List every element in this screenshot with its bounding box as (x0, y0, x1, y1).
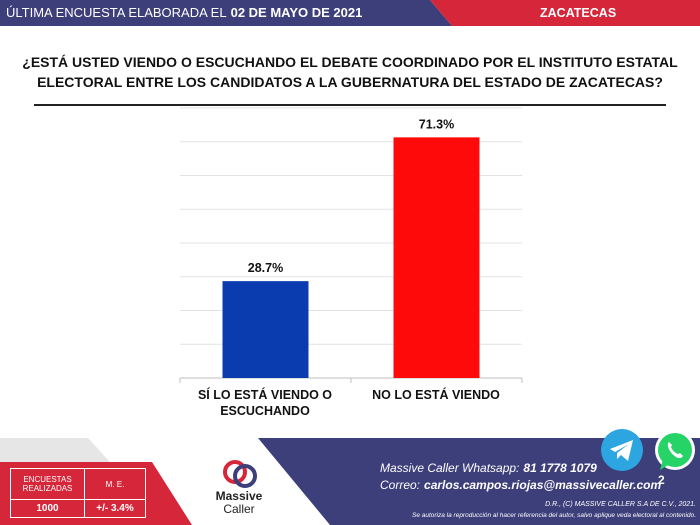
survey-stats-table: ENCUESTAS REALIZADAS M. E. 1000 +/- 3.4% (10, 468, 146, 518)
whatsapp-contact: Massive Caller Whatsapp: 81 1778 1079 (380, 461, 597, 475)
bar-si (222, 281, 309, 378)
bar-no (393, 137, 480, 378)
logo-line-1: Massive (215, 489, 263, 503)
copyright-text: D.R., (C) MASSIVE CALLER S.A DE C.V., 20… (545, 501, 696, 508)
telegram-icon[interactable] (600, 428, 644, 472)
email-label: Correo: (380, 478, 421, 492)
reproduction-notice: Se autoriza la reproducción al hacer ref… (411, 512, 696, 519)
survey-date-prefix: ÚLTIMA ENCUESTA ELABORADA EL (6, 5, 227, 20)
category-label-si: SÍ LO ESTÁ VIENDO O ESCUCHANDO (197, 388, 333, 418)
header-background (0, 0, 700, 26)
header-bar: ÚLTIMA ENCUESTA ELABORADA EL 02 DE MAYO D… (0, 0, 700, 26)
category-label-no: NO LO ESTÁ VIENDO (372, 388, 500, 402)
survey-date-text: ÚLTIMA ENCUESTA ELABORADA EL 02 DE MAYO D… (6, 5, 362, 20)
question-divider (34, 104, 666, 106)
massive-caller-logo (223, 460, 257, 488)
whatsapp-label: Massive Caller Whatsapp: (380, 461, 520, 475)
survey-date: 02 DE MAYO DE 2021 (230, 5, 363, 20)
bar-chart: 28.7% 71.3% (179, 107, 523, 383)
logo-wordmark: Massive Caller (204, 490, 274, 516)
region-label: ZACATECAS (540, 6, 617, 20)
surveys-label: ENCUESTAS REALIZADAS (11, 469, 85, 500)
page-number: 2 (658, 473, 665, 487)
margin-value: +/- 3.4% (96, 503, 134, 514)
logo-line-2: Caller (223, 502, 255, 516)
bar-value-label-no: 71.3% (419, 117, 454, 131)
email-address[interactable]: carlos.campos.riojas@massivecaller.com (424, 478, 662, 492)
whatsapp-number: 81 1778 1079 (523, 461, 597, 475)
surveys-value: 1000 (11, 500, 85, 517)
survey-question: ¿ESTÁ USTED VIENDO O ESCUCHANDO EL DEBAT… (22, 54, 678, 90)
whatsapp-icon[interactable] (652, 428, 698, 474)
bar-value-label-si: 28.7% (248, 261, 283, 275)
email-contact: Correo: carlos.campos.riojas@massivecalle… (380, 478, 661, 492)
margin-label: M. E. (85, 469, 145, 500)
